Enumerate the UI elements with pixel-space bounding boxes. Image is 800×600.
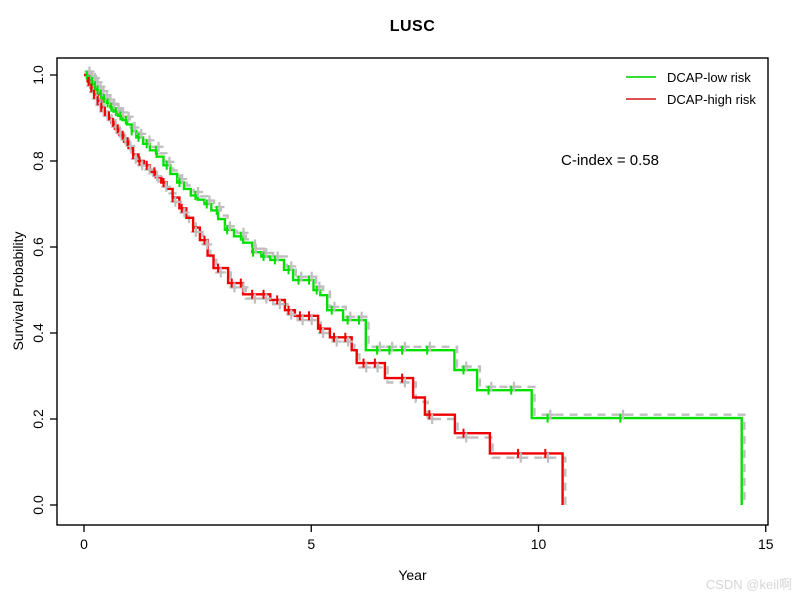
x-tick-label: 15 [758, 536, 774, 552]
plot-box [56, 57, 769, 526]
y-axis-label: Survival Probability [10, 231, 26, 351]
y-tick-label: 0.8 [30, 151, 46, 171]
x-tick-label: 5 [307, 536, 315, 552]
csdn-watermark: CSDN @keil啊 [705, 577, 792, 592]
low-risk-line-sample [626, 76, 656, 78]
x-tick-label: 10 [531, 536, 547, 552]
high-risk-line-sample [626, 98, 656, 100]
legend-entry-high-risk: DCAP-high risk [626, 88, 756, 110]
c-index-annotation: C-index = 0.58 [561, 152, 659, 169]
reference-curve-dashed [86, 70, 746, 502]
legend: DCAP-low risk DCAP-high risk [626, 66, 756, 110]
legend-entry-low-risk: DCAP-low risk [626, 66, 756, 88]
survival-curve [84, 73, 743, 505]
y-tick-label: 1.0 [30, 65, 46, 85]
chart-title: LUSC [389, 18, 436, 35]
y-tick-label: 0.2 [30, 409, 46, 429]
x-tick-label: 0 [80, 536, 88, 552]
legend-label-low-risk: DCAP-low risk [667, 69, 751, 85]
legend-label-high-risk: DCAP-high risk [667, 91, 756, 107]
x-axis-label: Year [398, 567, 427, 583]
y-tick-label: 0.6 [30, 237, 46, 257]
y-tick-label: 0.4 [30, 323, 46, 343]
y-tick-label: 0.0 [30, 495, 46, 515]
